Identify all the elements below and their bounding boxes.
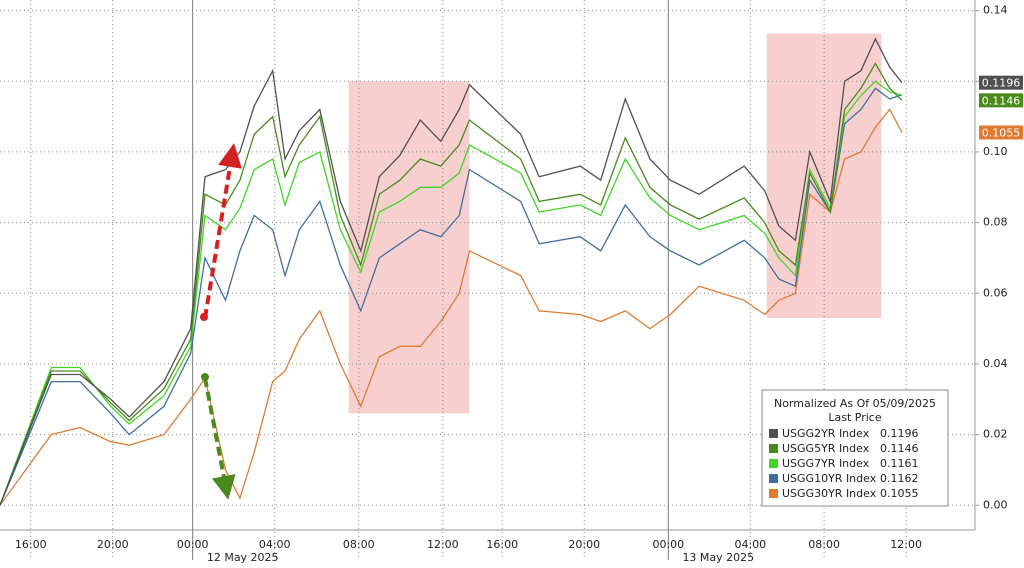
legend-swatch (769, 474, 778, 483)
legend-box (761, 389, 949, 507)
x-tick-label: 16:00 (486, 538, 518, 551)
last-value-tag (979, 125, 1023, 140)
series-line (0, 80, 903, 506)
legend-swatch (769, 459, 778, 468)
x-tick-label: 04:00 (734, 538, 766, 551)
legend-swatch (769, 429, 778, 438)
x-tick-label: 04:00 (259, 538, 291, 551)
last-value-label: 0.1146 (982, 94, 1021, 107)
down-arrow (203, 377, 236, 500)
y-tick-label: 0.02 (983, 428, 1008, 441)
legend-label: USGG5YR Index (782, 442, 870, 455)
legend-label: USGG10YR Index (782, 472, 877, 485)
y-tick-label: 0.00 (983, 498, 1008, 511)
x-tick-label: 00:00 (177, 538, 209, 551)
series-line (0, 87, 903, 506)
series-line (0, 62, 903, 506)
x-tick-label: 12:00 (890, 538, 922, 551)
arrow-start (201, 373, 209, 381)
legend-value: 0.1162 (880, 472, 919, 485)
x-tick-label: 08:00 (343, 538, 375, 551)
legend-value: 0.1146 (880, 442, 919, 455)
y-tick-label: 0.14 (983, 4, 1008, 17)
date-label: 12 May 2025 (207, 551, 279, 564)
legend-label: USGG2YR Index (782, 427, 870, 440)
legend-title: Normalized As Of 05/09/2025 (774, 397, 936, 410)
x-tick-label: 00:00 (652, 538, 684, 551)
legend-label: USGG7YR Index (782, 457, 870, 470)
y-tick-label: 0.10 (983, 145, 1008, 158)
x-tick-label: 20:00 (568, 538, 600, 551)
legend-value: 0.1196 (880, 427, 919, 440)
y-tick-label: 0.08 (983, 216, 1008, 229)
series-line (0, 37, 903, 506)
arrow-start (200, 313, 208, 321)
last-value-label: 0.1196 (982, 77, 1021, 90)
last-value-label: 0.1055 (982, 127, 1021, 140)
legend-label: USGG30YR Index (782, 487, 877, 500)
series-line (0, 108, 903, 506)
x-tick-label: 20:00 (97, 538, 129, 551)
legend-value: 0.1055 (880, 487, 919, 500)
y-tick-label: 0.06 (983, 286, 1008, 299)
last-value-tag (979, 93, 1023, 108)
x-tick-label: 08:00 (808, 538, 840, 551)
legend-title: Last Price (828, 411, 881, 424)
date-label: 13 May 2025 (682, 551, 754, 564)
legend-swatch (769, 444, 778, 453)
x-tick-label: 16:00 (15, 538, 47, 551)
legend-swatch (769, 489, 778, 498)
y-tick-label: 0.04 (983, 357, 1008, 370)
last-value-tag (979, 75, 1023, 90)
legend-value: 0.1161 (880, 457, 919, 470)
x-tick-label: 12:00 (427, 538, 459, 551)
